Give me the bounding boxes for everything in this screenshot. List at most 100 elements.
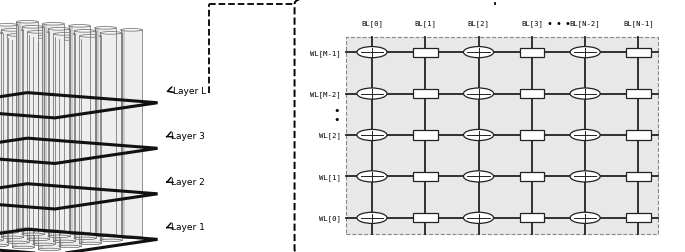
- Ellipse shape: [33, 243, 55, 246]
- Polygon shape: [1, 31, 23, 237]
- Text: BL[3]: BL[3]: [521, 20, 543, 26]
- Polygon shape: [100, 34, 122, 240]
- Ellipse shape: [7, 35, 29, 37]
- Ellipse shape: [38, 42, 60, 44]
- Text: Layer 2: Layer 2: [171, 177, 205, 186]
- Circle shape: [570, 212, 600, 224]
- Ellipse shape: [59, 245, 81, 248]
- Polygon shape: [27, 33, 32, 239]
- Polygon shape: [59, 40, 63, 246]
- Circle shape: [570, 130, 600, 141]
- Polygon shape: [22, 28, 44, 234]
- Ellipse shape: [0, 244, 8, 247]
- Polygon shape: [7, 36, 29, 242]
- Circle shape: [464, 130, 494, 141]
- Circle shape: [357, 171, 387, 182]
- Polygon shape: [95, 29, 116, 235]
- Circle shape: [357, 89, 387, 100]
- Ellipse shape: [1, 236, 23, 239]
- Text: BL[N-1]: BL[N-1]: [623, 20, 653, 26]
- Polygon shape: [38, 43, 60, 249]
- Bar: [519, 172, 544, 181]
- Text: BL[N-2]: BL[N-2]: [570, 20, 601, 26]
- Ellipse shape: [42, 230, 64, 233]
- Polygon shape: [7, 36, 11, 242]
- Text: WL[1]: WL[1]: [319, 173, 340, 180]
- Circle shape: [570, 47, 600, 58]
- FancyBboxPatch shape: [295, 0, 685, 252]
- Polygon shape: [68, 27, 73, 233]
- Ellipse shape: [12, 40, 34, 42]
- Text: WL[2]: WL[2]: [319, 132, 340, 139]
- Ellipse shape: [22, 26, 44, 29]
- Polygon shape: [1, 31, 5, 237]
- Ellipse shape: [100, 33, 122, 35]
- Circle shape: [570, 89, 600, 100]
- Text: •
•: • •: [334, 105, 340, 124]
- Text: WL[M-2]: WL[M-2]: [310, 91, 340, 98]
- Ellipse shape: [53, 34, 75, 36]
- Text: • • •: • • •: [547, 19, 571, 29]
- Ellipse shape: [0, 231, 18, 234]
- Polygon shape: [42, 25, 47, 231]
- Ellipse shape: [38, 248, 60, 251]
- Bar: [413, 172, 438, 181]
- Polygon shape: [121, 31, 142, 237]
- Polygon shape: [59, 40, 81, 246]
- Polygon shape: [16, 23, 21, 229]
- Polygon shape: [16, 23, 38, 229]
- Text: WL[0]: WL[0]: [319, 215, 340, 221]
- Ellipse shape: [53, 240, 75, 243]
- Polygon shape: [0, 26, 18, 232]
- Polygon shape: [53, 35, 58, 241]
- Ellipse shape: [12, 246, 34, 249]
- Circle shape: [357, 212, 387, 224]
- Bar: [626, 213, 651, 223]
- Ellipse shape: [7, 241, 29, 244]
- Ellipse shape: [27, 32, 49, 34]
- Bar: [519, 213, 544, 223]
- Bar: [626, 131, 651, 140]
- Bar: [413, 90, 438, 99]
- Polygon shape: [53, 35, 75, 241]
- Circle shape: [357, 47, 387, 58]
- Ellipse shape: [74, 237, 96, 240]
- Text: Layer 1: Layer 1: [171, 222, 205, 231]
- Circle shape: [570, 171, 600, 182]
- Ellipse shape: [59, 39, 81, 41]
- Text: BL[0]: BL[0]: [361, 20, 383, 26]
- Ellipse shape: [22, 233, 44, 236]
- Bar: [346, 38, 658, 234]
- Circle shape: [357, 130, 387, 141]
- Ellipse shape: [16, 228, 38, 231]
- Circle shape: [464, 171, 494, 182]
- Ellipse shape: [0, 33, 3, 35]
- Polygon shape: [0, 34, 3, 240]
- Ellipse shape: [79, 36, 101, 38]
- Polygon shape: [12, 41, 16, 247]
- Polygon shape: [121, 31, 125, 237]
- Ellipse shape: [100, 239, 122, 242]
- Bar: [626, 172, 651, 181]
- Circle shape: [464, 89, 494, 100]
- Bar: [413, 213, 438, 223]
- Text: WL[M-1]: WL[M-1]: [310, 50, 340, 56]
- Ellipse shape: [95, 234, 116, 237]
- Ellipse shape: [79, 242, 101, 245]
- Ellipse shape: [68, 232, 90, 235]
- Ellipse shape: [121, 29, 142, 32]
- Ellipse shape: [121, 236, 142, 239]
- Bar: [413, 131, 438, 140]
- Ellipse shape: [42, 23, 64, 26]
- Polygon shape: [38, 43, 42, 249]
- Polygon shape: [22, 28, 26, 234]
- Polygon shape: [100, 34, 104, 240]
- Bar: [626, 90, 651, 99]
- Polygon shape: [95, 29, 99, 235]
- Circle shape: [464, 212, 494, 224]
- Polygon shape: [79, 37, 101, 243]
- Polygon shape: [48, 30, 70, 236]
- Polygon shape: [27, 33, 49, 239]
- Ellipse shape: [74, 30, 96, 33]
- Polygon shape: [33, 38, 37, 244]
